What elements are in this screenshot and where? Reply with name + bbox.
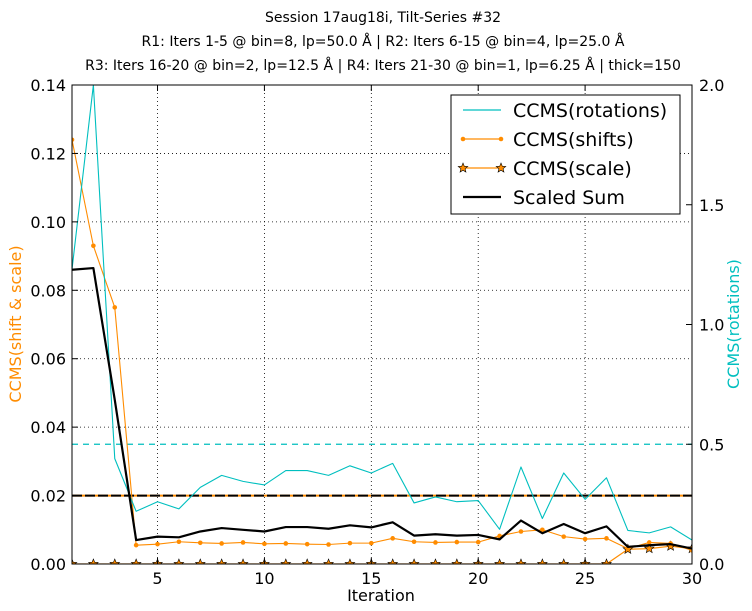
data-point-ccms-scale — [600, 558, 613, 564]
data-point-ccms-scale — [72, 558, 78, 564]
data-series — [72, 85, 692, 564]
y-left-tick-label: 0.04 — [30, 418, 66, 437]
axis-ticks: 5 10 15 20 25 30 0.00 0.02 0.04 0.06 0.08 0.10 0.12 0… — [30, 76, 724, 588]
data-point-ccms-scale — [429, 558, 441, 564]
data-point-ccms-shifts — [518, 529, 524, 534]
data-point-ccms-scale — [558, 558, 570, 564]
series-line-ccms-rotations — [72, 85, 692, 541]
data-point-ccms-shifts — [240, 540, 246, 545]
data-point-ccms-scale — [130, 558, 142, 564]
data-point-ccms-shifts — [411, 539, 417, 545]
legend-marker-ccms-shifts — [498, 136, 504, 142]
chart-title-line-3: R3: Iters 16-20 @ bin=2, lp=12.5 Å | R4:… — [85, 57, 681, 74]
data-point-ccms-shifts — [283, 541, 289, 546]
legend-label-ccms-scale: CCMS(scale) — [513, 158, 632, 180]
series-line-ccms-shifts — [72, 139, 692, 551]
data-point-ccms-scale — [643, 542, 655, 554]
data-point-ccms-shifts — [91, 243, 96, 249]
legend-marker-ccms-scale — [495, 162, 507, 173]
data-point-ccms-shifts — [433, 540, 438, 545]
data-point-ccms-shifts — [646, 540, 652, 545]
data-point-ccms-scale — [109, 558, 121, 564]
y-left-tick-label: 0.12 — [30, 144, 66, 163]
legend-label-ccms-shifts: CCMS(shifts) — [513, 129, 634, 151]
data-point-ccms-scale — [408, 558, 420, 564]
series-line-scaled-sum — [72, 266, 692, 550]
x-axis-label: Iteration — [347, 586, 415, 605]
data-point-ccms-shifts — [219, 541, 224, 546]
data-point-ccms-shifts — [133, 542, 139, 548]
x-tick-label: 15 — [361, 569, 381, 588]
data-point-ccms-shifts — [582, 536, 588, 542]
y-left-tick-label: 0.10 — [30, 213, 66, 232]
y-right-tick-label: 1.0 — [699, 316, 724, 335]
data-point-ccms-scale — [216, 558, 228, 564]
data-point-ccms-shifts — [369, 540, 374, 546]
data-point-ccms-scale — [280, 558, 292, 564]
data-point-ccms-scale — [515, 558, 527, 564]
data-point-ccms-shifts — [176, 539, 182, 545]
data-point-ccms-shifts — [475, 539, 481, 545]
legend-label-scaled-sum: Scaled Sum — [513, 187, 625, 209]
x-tick-label: 25 — [575, 569, 595, 588]
data-point-ccms-shifts — [347, 540, 353, 546]
y-left-tick-label: 0.06 — [30, 350, 66, 369]
legend-box — [450, 94, 681, 215]
data-point-ccms-scale — [173, 558, 185, 564]
data-point-ccms-scale — [494, 558, 506, 564]
data-point-ccms-shifts — [262, 541, 267, 547]
data-point-ccms-scale — [387, 558, 399, 564]
data-point-ccms-shifts — [390, 536, 395, 541]
y-right-tick-label: 0.0 — [699, 555, 724, 574]
data-point-ccms-scale — [87, 558, 99, 564]
data-point-ccms-shifts — [454, 539, 460, 545]
data-point-ccms-shifts — [112, 305, 118, 310]
x-tick-label: 5 — [152, 569, 162, 588]
legend: CCMS(rotations) CCMS(shifts) CCMS(scale) Sc… — [450, 94, 681, 215]
data-point-ccms-scale — [323, 558, 335, 564]
y-right-tick-label: 1.5 — [699, 196, 724, 215]
data-point-ccms-shifts — [72, 137, 75, 143]
data-point-ccms-scale — [344, 558, 356, 564]
x-tick-label: 30 — [682, 569, 702, 588]
x-tick-label: 10 — [254, 569, 274, 588]
data-point-ccms-shifts — [304, 541, 310, 547]
y-left-tick-label: 0.02 — [30, 487, 66, 506]
chart-title-line-2: R1: Iters 1-5 @ bin=8, lp=50.0 Å | R2: I… — [142, 33, 625, 50]
data-point-ccms-shifts — [561, 534, 567, 539]
chart-title: Session 17aug18i, Tilt-Series #32 R1: It… — [85, 10, 681, 74]
x-tick-label: 20 — [468, 569, 488, 588]
data-point-ccms-scale — [194, 558, 206, 564]
y-left-tick-label: 0.00 — [30, 555, 66, 574]
data-point-ccms-shifts — [197, 540, 203, 546]
y-axis-label-left: CCMS(shift & scale) — [6, 245, 25, 402]
series-line-ccms-scale — [72, 545, 692, 564]
data-point-ccms-scale — [536, 558, 548, 564]
threshold-lines — [72, 443, 692, 497]
data-point-ccms-shifts — [604, 536, 609, 541]
y-left-tick-label: 0.14 — [30, 76, 66, 95]
y-axis-label-right: CCMS(rotations) — [724, 259, 743, 389]
y-right-tick-label: 0.5 — [699, 435, 724, 454]
data-point-ccms-shifts — [155, 541, 160, 547]
data-point-ccms-shifts — [326, 542, 331, 547]
chart-title-line-1: Session 17aug18i, Tilt-Series #32 — [265, 10, 501, 26]
legend-label-ccms-rotations: CCMS(rotations) — [513, 100, 667, 122]
y-right-tick-label: 2.0 — [699, 76, 724, 95]
legend-marker-ccms-shifts — [460, 136, 466, 142]
data-point-ccms-scale — [237, 558, 249, 564]
data-point-ccms-scale — [451, 558, 463, 564]
y-left-tick-label: 0.08 — [30, 281, 66, 300]
data-point-ccms-shifts — [540, 527, 545, 533]
legend-marker-ccms-scale — [457, 162, 469, 173]
data-point-ccms-scale — [301, 558, 313, 564]
